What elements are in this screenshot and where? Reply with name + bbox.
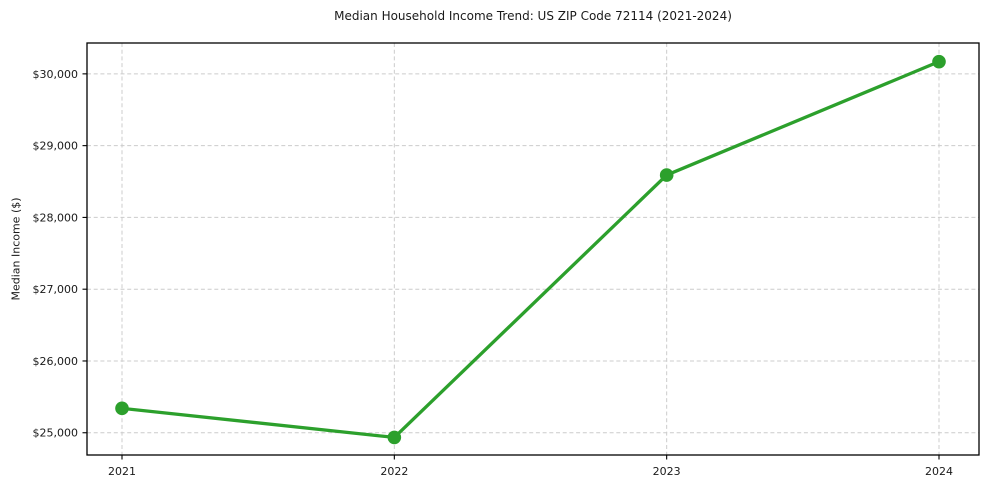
data-line [120,60,941,440]
y-tick-label: $30,000 [33,68,79,81]
y-tick-label: $25,000 [33,427,79,440]
x-tick-label: 2021 [108,465,136,478]
plot-frame [86,42,980,456]
x-tick-label: 2024 [925,465,953,478]
y-tick-label: $26,000 [33,355,79,368]
x-tick-label: 2022 [380,465,408,478]
data-point [659,168,674,182]
y-tick-label: $28,000 [33,211,79,224]
y-tick-label: $27,000 [33,283,79,296]
y-axis-label: Median Income ($) [9,197,23,301]
y-tick-label: $29,000 [33,140,79,153]
x-tick-label: 2023 [653,465,681,478]
chart-title: Median Household Income Trend: US ZIP Co… [334,9,732,23]
data-point [387,430,402,445]
data-point [115,401,129,416]
data-point [932,54,946,69]
